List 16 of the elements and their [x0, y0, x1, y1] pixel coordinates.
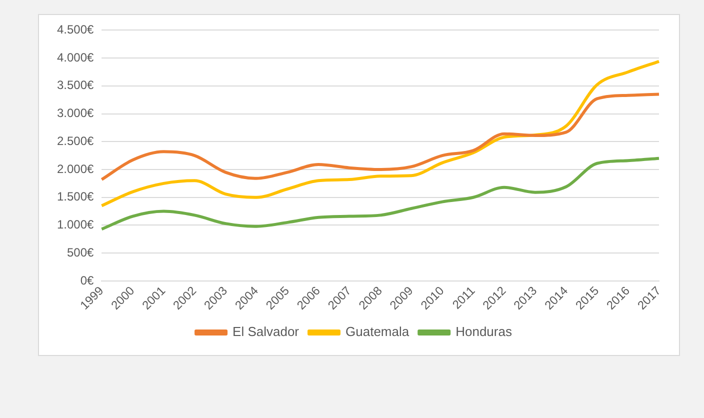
y-tick-label: 4.000€ [57, 50, 94, 64]
y-tick-label: 2.000€ [57, 162, 94, 176]
legend-label: Guatemala [346, 324, 410, 340]
y-tick-label: 2.500€ [57, 134, 94, 148]
y-tick-label: 500€ [67, 245, 94, 260]
legend-label: Honduras [456, 324, 512, 340]
y-tick-label: 3.500€ [57, 78, 94, 92]
line-series [100, 92, 660, 182]
y-tick-label: 3.000€ [57, 106, 94, 120]
y-tick-label: 1.500€ [57, 190, 94, 204]
line-series [100, 60, 660, 208]
legend-label: El Salvador [232, 324, 300, 340]
y-tick-label: 4.500€ [57, 22, 94, 37]
line-series [100, 156, 660, 231]
y-tick-label: 1.000€ [57, 218, 94, 232]
y-tick-label: 0€ [80, 273, 94, 288]
